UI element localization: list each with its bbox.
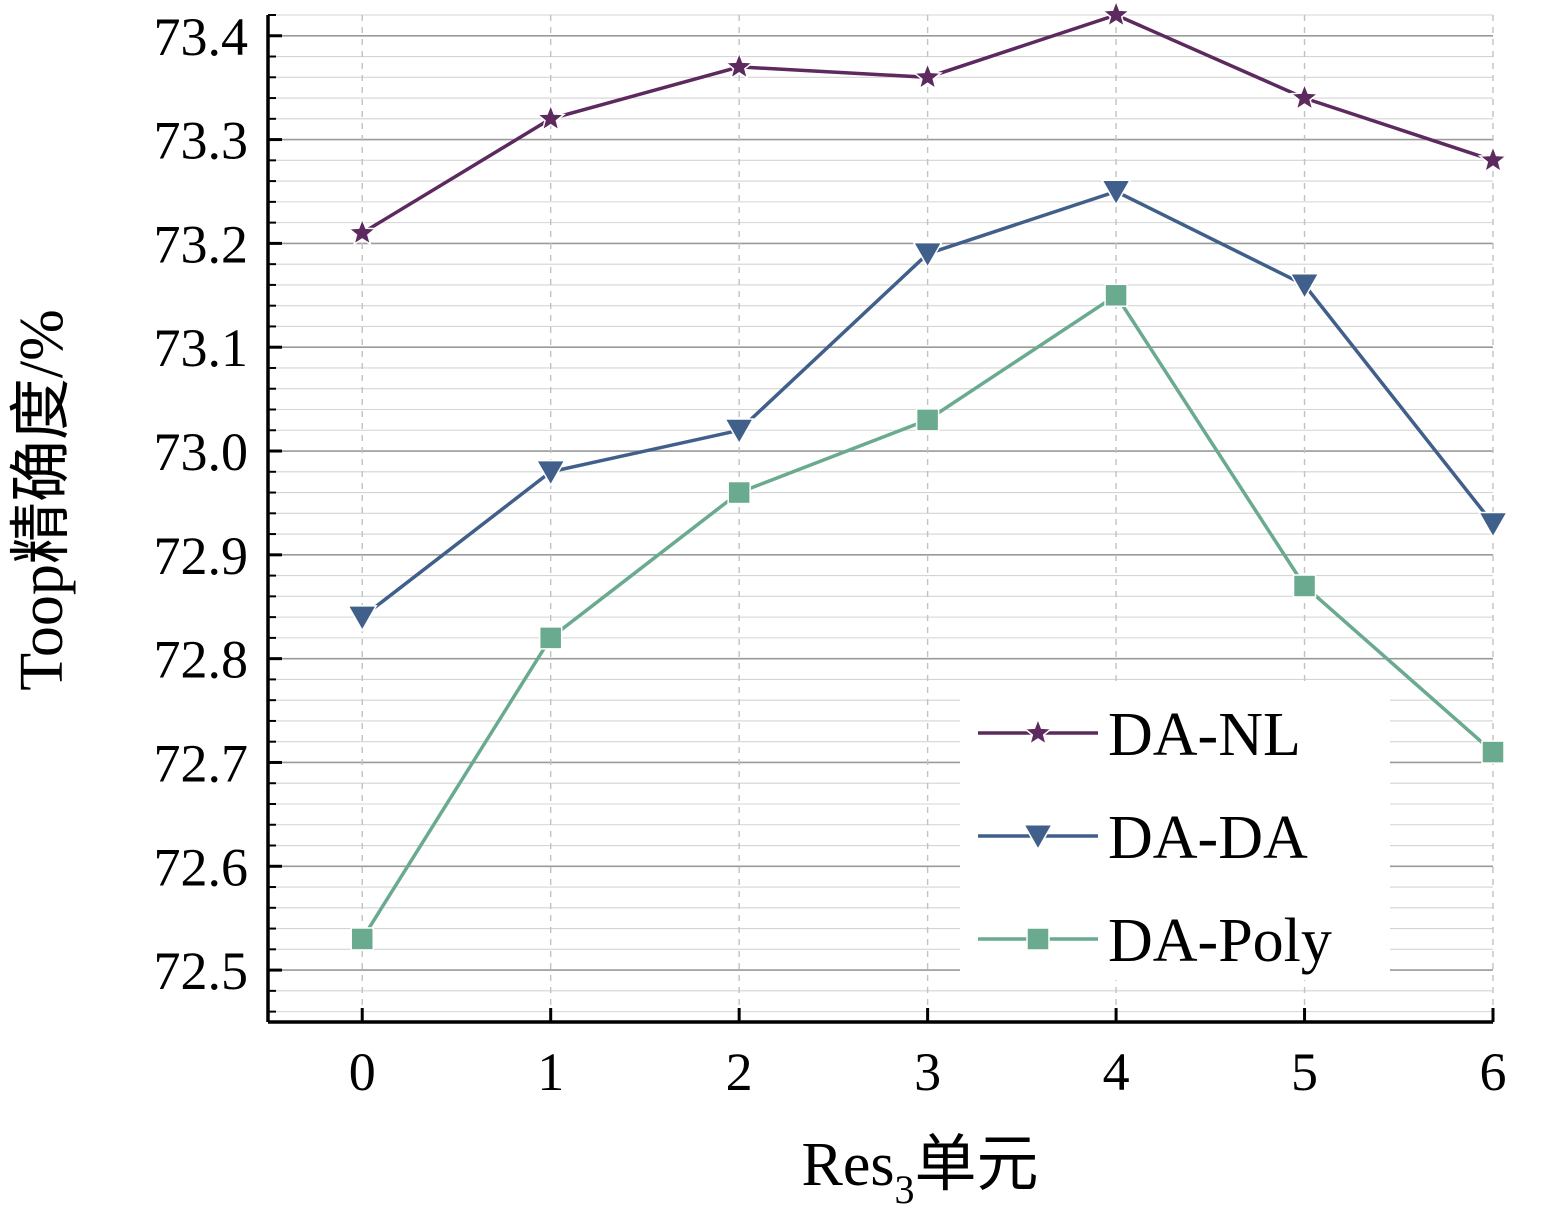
y-tick-label: 72.8 <box>154 630 249 690</box>
y-tick-label: 72.6 <box>154 837 249 897</box>
x-axis-title-subscript: 3 <box>894 1167 914 1211</box>
x-tick-label: 4 <box>1103 1042 1130 1102</box>
data-point-da-poly <box>350 927 374 951</box>
data-point-da-nl <box>1100 0 1132 28</box>
data-point-da-da <box>723 418 755 446</box>
data-point-da-da <box>346 605 378 632</box>
y-tick-label: 73.1 <box>154 318 249 378</box>
legend-label-da-da: DA-DA <box>1108 804 1308 872</box>
y-tick-label: 73.3 <box>154 111 249 171</box>
x-axis-title-suffix: 单元 <box>914 1131 1038 1199</box>
series-da-nl <box>346 0 1509 246</box>
legend: DA-NL DA-DA DA-Poly <box>960 685 1390 980</box>
legend-item-da-poly: DA-Poly <box>978 907 1332 975</box>
data-point-da-da <box>1289 272 1320 300</box>
data-point-da-nl <box>723 50 755 80</box>
series-group <box>346 0 1509 951</box>
legend-marker-da-da <box>1022 824 1054 851</box>
data-point-da-da <box>912 241 943 269</box>
x-tick-label: 1 <box>537 1042 564 1102</box>
y-tick-label: 72.5 <box>154 941 249 1001</box>
data-point-da-nl <box>1289 82 1320 112</box>
series-da-da <box>346 179 1509 632</box>
y-tick-label: 72.7 <box>154 733 249 793</box>
axes <box>266 14 1495 1024</box>
data-point-da-nl <box>912 61 943 91</box>
y-tick-label: 73.0 <box>154 422 249 482</box>
data-point-da-poly <box>1292 574 1317 598</box>
legend-item-da-da: DA-DA <box>978 804 1308 872</box>
series-da-poly <box>350 283 1505 951</box>
x-tick-label: 0 <box>349 1042 376 1102</box>
legend-label-da-nl: DA-NL <box>1108 701 1301 769</box>
x-axis-title: Res3单元 <box>801 1131 1038 1211</box>
x-tick-label: 5 <box>1291 1042 1318 1102</box>
legend-marker-da-poly <box>1026 927 1050 951</box>
data-point-da-da <box>1477 511 1509 539</box>
data-point-da-poly <box>915 408 940 432</box>
y-tick-label: 73.4 <box>154 7 249 67</box>
y-tick-label: 73.2 <box>154 214 249 274</box>
data-point-da-da <box>1100 179 1132 207</box>
legend-item-da-nl: DA-NL <box>978 701 1301 769</box>
data-point-da-nl <box>535 102 566 132</box>
x-tick-label: 6 <box>1480 1042 1507 1102</box>
legend-label-da-poly: DA-Poly <box>1108 907 1332 975</box>
x-axis-title-main: Res <box>801 1131 894 1199</box>
data-point-da-da <box>535 459 566 487</box>
data-point-da-poly <box>727 480 751 505</box>
data-point-da-poly <box>1104 283 1128 308</box>
x-tick-label: 3 <box>914 1042 941 1102</box>
data-point-da-nl <box>346 216 378 246</box>
tick-labels: 72.5 72.6 72.7 72.8 72.9 73.0 73.1 73.2 73.3 73.4… <box>154 7 1507 1102</box>
data-point-da-nl <box>1477 144 1509 174</box>
data-point-da-poly <box>538 626 563 650</box>
data-point-da-poly <box>1481 740 1505 764</box>
y-axis-title: Toop精确度/% <box>8 309 76 690</box>
y-tick-label: 72.9 <box>154 526 249 586</box>
legend-marker-da-nl <box>1022 716 1054 746</box>
x-tick-label: 2 <box>726 1042 753 1102</box>
